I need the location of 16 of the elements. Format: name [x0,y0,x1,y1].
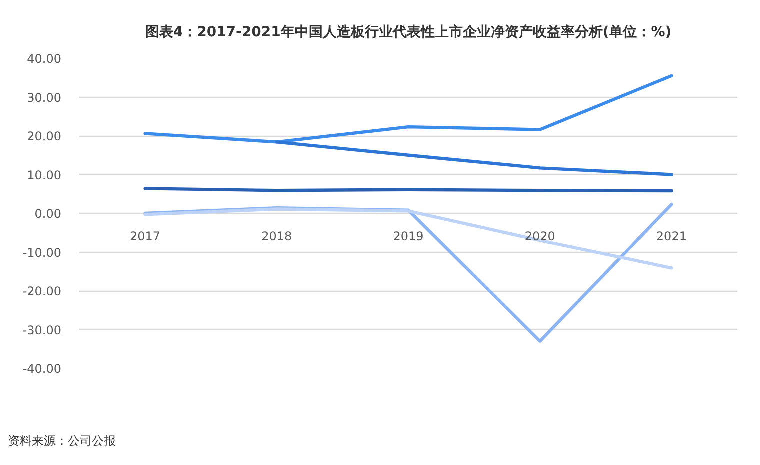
y-tick-label: 20.00 [27,130,62,144]
x-tick-label: 2017 [130,230,161,244]
text: 资料来源：公司公报 [8,433,116,450]
y-tick-label: -10.00 [22,246,62,260]
y-tick-label: 40.00 [27,52,62,66]
y-tick-label: -20.00 [22,284,62,298]
x-tick-label: 2019 [393,230,424,244]
y-tick-label: -40.00 [22,362,62,376]
chart-title: 图表4：2017-2021年中国人造板行业代表性上市企业净资产收益率分析(单位：%) [145,24,672,40]
x-tick-label: 2021 [656,230,687,244]
x-tick-label: 2020 [524,230,556,244]
y-tick-label: -30.00 [22,323,62,338]
x-tick-label: 2018 [262,230,292,244]
y-tick-label: 30.00 [27,90,62,105]
y-tick-label: 0.00 [34,207,62,221]
y-tick-label: 10.00 [27,168,62,182]
